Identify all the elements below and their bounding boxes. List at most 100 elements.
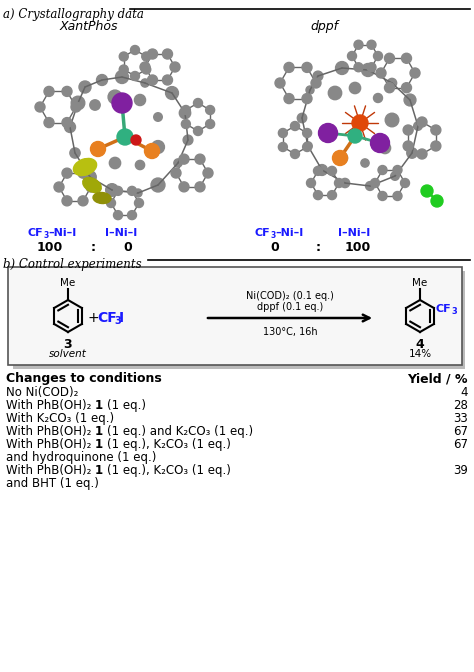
Circle shape: [365, 181, 374, 190]
Text: No Ni(COD)₂: No Ni(COD)₂: [6, 386, 78, 399]
Text: (1 eq.): (1 eq.): [107, 399, 146, 412]
Text: a) Crystallography data: a) Crystallography data: [3, 8, 144, 21]
Text: With K₂CO₃ (1 eq.): With K₂CO₃ (1 eq.): [6, 412, 114, 425]
Text: 33: 33: [453, 412, 468, 425]
Circle shape: [328, 86, 342, 99]
Text: and hydroquinone (1 eq.): and hydroquinone (1 eq.): [6, 451, 156, 464]
Circle shape: [170, 62, 180, 72]
Circle shape: [44, 118, 54, 128]
Circle shape: [328, 167, 337, 175]
Circle shape: [108, 90, 122, 104]
Text: 100: 100: [37, 241, 63, 254]
Circle shape: [64, 122, 75, 132]
Circle shape: [417, 117, 427, 127]
Circle shape: [193, 99, 202, 108]
Text: Yield / %: Yield / %: [408, 372, 468, 385]
Circle shape: [376, 68, 386, 78]
Text: I–Ni–I: I–Ni–I: [105, 228, 137, 238]
Circle shape: [62, 118, 72, 128]
Text: CF: CF: [255, 228, 271, 238]
Circle shape: [183, 135, 193, 145]
Circle shape: [340, 178, 350, 187]
Circle shape: [347, 52, 356, 60]
Text: 3: 3: [114, 317, 121, 327]
Circle shape: [141, 79, 149, 87]
Circle shape: [44, 87, 54, 96]
Circle shape: [384, 83, 394, 93]
Circle shape: [337, 153, 347, 163]
Circle shape: [113, 186, 122, 196]
Circle shape: [401, 179, 410, 187]
Text: (1 eq.) and K₂CO₃ (1 eq.): (1 eq.) and K₂CO₃ (1 eq.): [107, 425, 253, 438]
Circle shape: [302, 142, 311, 151]
Circle shape: [278, 142, 287, 151]
Circle shape: [90, 100, 100, 110]
Text: 3: 3: [44, 230, 49, 239]
Text: I: I: [119, 311, 124, 325]
Circle shape: [319, 124, 337, 142]
Circle shape: [297, 114, 307, 123]
Text: XantPhos: XantPhos: [60, 20, 118, 33]
Circle shape: [313, 167, 322, 175]
Text: 14%: 14%: [409, 349, 431, 359]
Text: dppf: dppf: [310, 20, 338, 33]
Text: –Ni–I: –Ni–I: [48, 228, 76, 238]
Circle shape: [107, 198, 116, 208]
Circle shape: [431, 195, 443, 207]
Circle shape: [193, 126, 202, 136]
Circle shape: [147, 49, 157, 59]
Text: 4: 4: [416, 338, 424, 351]
Circle shape: [335, 179, 344, 187]
Circle shape: [171, 168, 181, 178]
Circle shape: [311, 78, 321, 88]
Circle shape: [163, 75, 173, 85]
Circle shape: [79, 81, 91, 93]
Text: CF: CF: [436, 304, 451, 314]
Text: (1 eq.), K₂CO₃ (1 eq.): (1 eq.), K₂CO₃ (1 eq.): [107, 464, 231, 477]
Text: dppf (0.1 eq.): dppf (0.1 eq.): [257, 302, 323, 312]
Circle shape: [379, 142, 391, 154]
Circle shape: [328, 191, 337, 200]
Circle shape: [179, 182, 189, 192]
Text: With PhB(OH)₂: With PhB(OH)₂: [6, 438, 91, 451]
Circle shape: [348, 129, 362, 143]
Circle shape: [371, 134, 390, 153]
Circle shape: [307, 179, 316, 187]
Circle shape: [112, 93, 132, 113]
Circle shape: [182, 120, 191, 128]
Circle shape: [401, 83, 411, 93]
Circle shape: [165, 87, 178, 99]
Ellipse shape: [73, 159, 97, 175]
Circle shape: [206, 106, 215, 114]
Circle shape: [275, 78, 285, 88]
Text: +: +: [88, 311, 100, 325]
Circle shape: [145, 144, 159, 159]
Circle shape: [84, 171, 96, 183]
Bar: [13, 271, 465, 369]
Circle shape: [304, 142, 312, 151]
Circle shape: [131, 135, 141, 145]
Circle shape: [431, 125, 441, 135]
Circle shape: [71, 96, 85, 110]
Text: Changes to conditions: Changes to conditions: [6, 372, 162, 385]
Text: 67: 67: [453, 425, 468, 438]
Circle shape: [371, 179, 380, 187]
Circle shape: [313, 191, 322, 200]
Circle shape: [147, 75, 157, 85]
Circle shape: [128, 210, 137, 220]
Circle shape: [336, 62, 348, 75]
Circle shape: [407, 148, 417, 158]
Circle shape: [117, 129, 133, 145]
Text: 3: 3: [452, 308, 457, 317]
Circle shape: [206, 120, 215, 128]
Circle shape: [142, 52, 151, 61]
Circle shape: [367, 40, 376, 49]
Circle shape: [385, 113, 399, 127]
Circle shape: [393, 165, 402, 175]
Text: 4: 4: [461, 386, 468, 399]
Circle shape: [417, 149, 427, 159]
Circle shape: [134, 189, 142, 197]
Text: Ni(COD)₂ (0.1 eq.): Ni(COD)₂ (0.1 eq.): [246, 291, 334, 301]
Circle shape: [317, 165, 328, 175]
Circle shape: [414, 122, 422, 130]
